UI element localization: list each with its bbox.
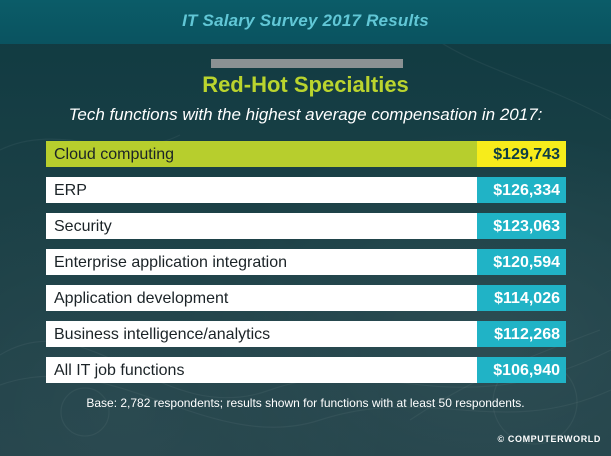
row-label-background bbox=[46, 141, 477, 167]
salary-value-label: $112,268 bbox=[494, 326, 560, 343]
category-label: Security bbox=[54, 218, 112, 235]
salary-value-label: $126,334 bbox=[493, 182, 560, 199]
table-row: ERP $126,334 bbox=[46, 177, 566, 203]
row-value-background bbox=[477, 285, 566, 311]
table-row: Security $123,063 bbox=[46, 213, 566, 239]
salary-value-label: $114,026 bbox=[494, 290, 560, 307]
header-band bbox=[0, 0, 611, 44]
salary-value-label: $129,743 bbox=[493, 146, 560, 163]
table-row: All IT job functions $106,940 bbox=[46, 357, 566, 383]
row-value-background bbox=[477, 249, 566, 275]
category-label: Application development bbox=[54, 290, 229, 307]
table-row: Business intelligence/analytics $112,268 bbox=[46, 321, 566, 347]
source-credit: © COMPUTERWORLD bbox=[497, 434, 601, 444]
category-label: All IT job functions bbox=[54, 362, 184, 379]
category-label: ERP bbox=[54, 182, 87, 199]
footnote: Base: 2,782 respondents; results shown f… bbox=[86, 396, 525, 410]
row-label-background bbox=[46, 177, 477, 203]
row-label-background bbox=[46, 249, 477, 275]
row-value-background bbox=[477, 321, 566, 347]
row-value-background bbox=[477, 213, 566, 239]
row-value-background bbox=[477, 141, 566, 167]
title-accent-bar bbox=[211, 59, 403, 68]
chart-subtitle: Tech functions with the highest average … bbox=[68, 105, 543, 124]
row-label-background bbox=[46, 357, 477, 383]
row-value-background bbox=[477, 357, 566, 383]
category-label: Enterprise application integration bbox=[54, 254, 287, 271]
salary-value-label: $120,594 bbox=[493, 254, 560, 271]
table-row: Cloud computing $129,743 bbox=[46, 141, 566, 167]
row-label-background bbox=[46, 213, 477, 239]
category-label: Cloud computing bbox=[54, 146, 174, 163]
table-row: Enterprise application integration $120,5… bbox=[46, 249, 566, 275]
row-label-background bbox=[46, 321, 477, 347]
table-row: Application development $114,026 bbox=[46, 285, 566, 311]
salary-value-label: $106,940 bbox=[493, 362, 560, 379]
row-label-background bbox=[46, 285, 477, 311]
chart-title: Red-Hot Specialties bbox=[202, 72, 409, 97]
salary-value-label: $123,063 bbox=[493, 218, 560, 235]
survey-title: IT Salary Survey 2017 Results bbox=[182, 11, 429, 30]
row-value-background bbox=[477, 177, 566, 203]
category-label: Business intelligence/analytics bbox=[54, 326, 270, 343]
